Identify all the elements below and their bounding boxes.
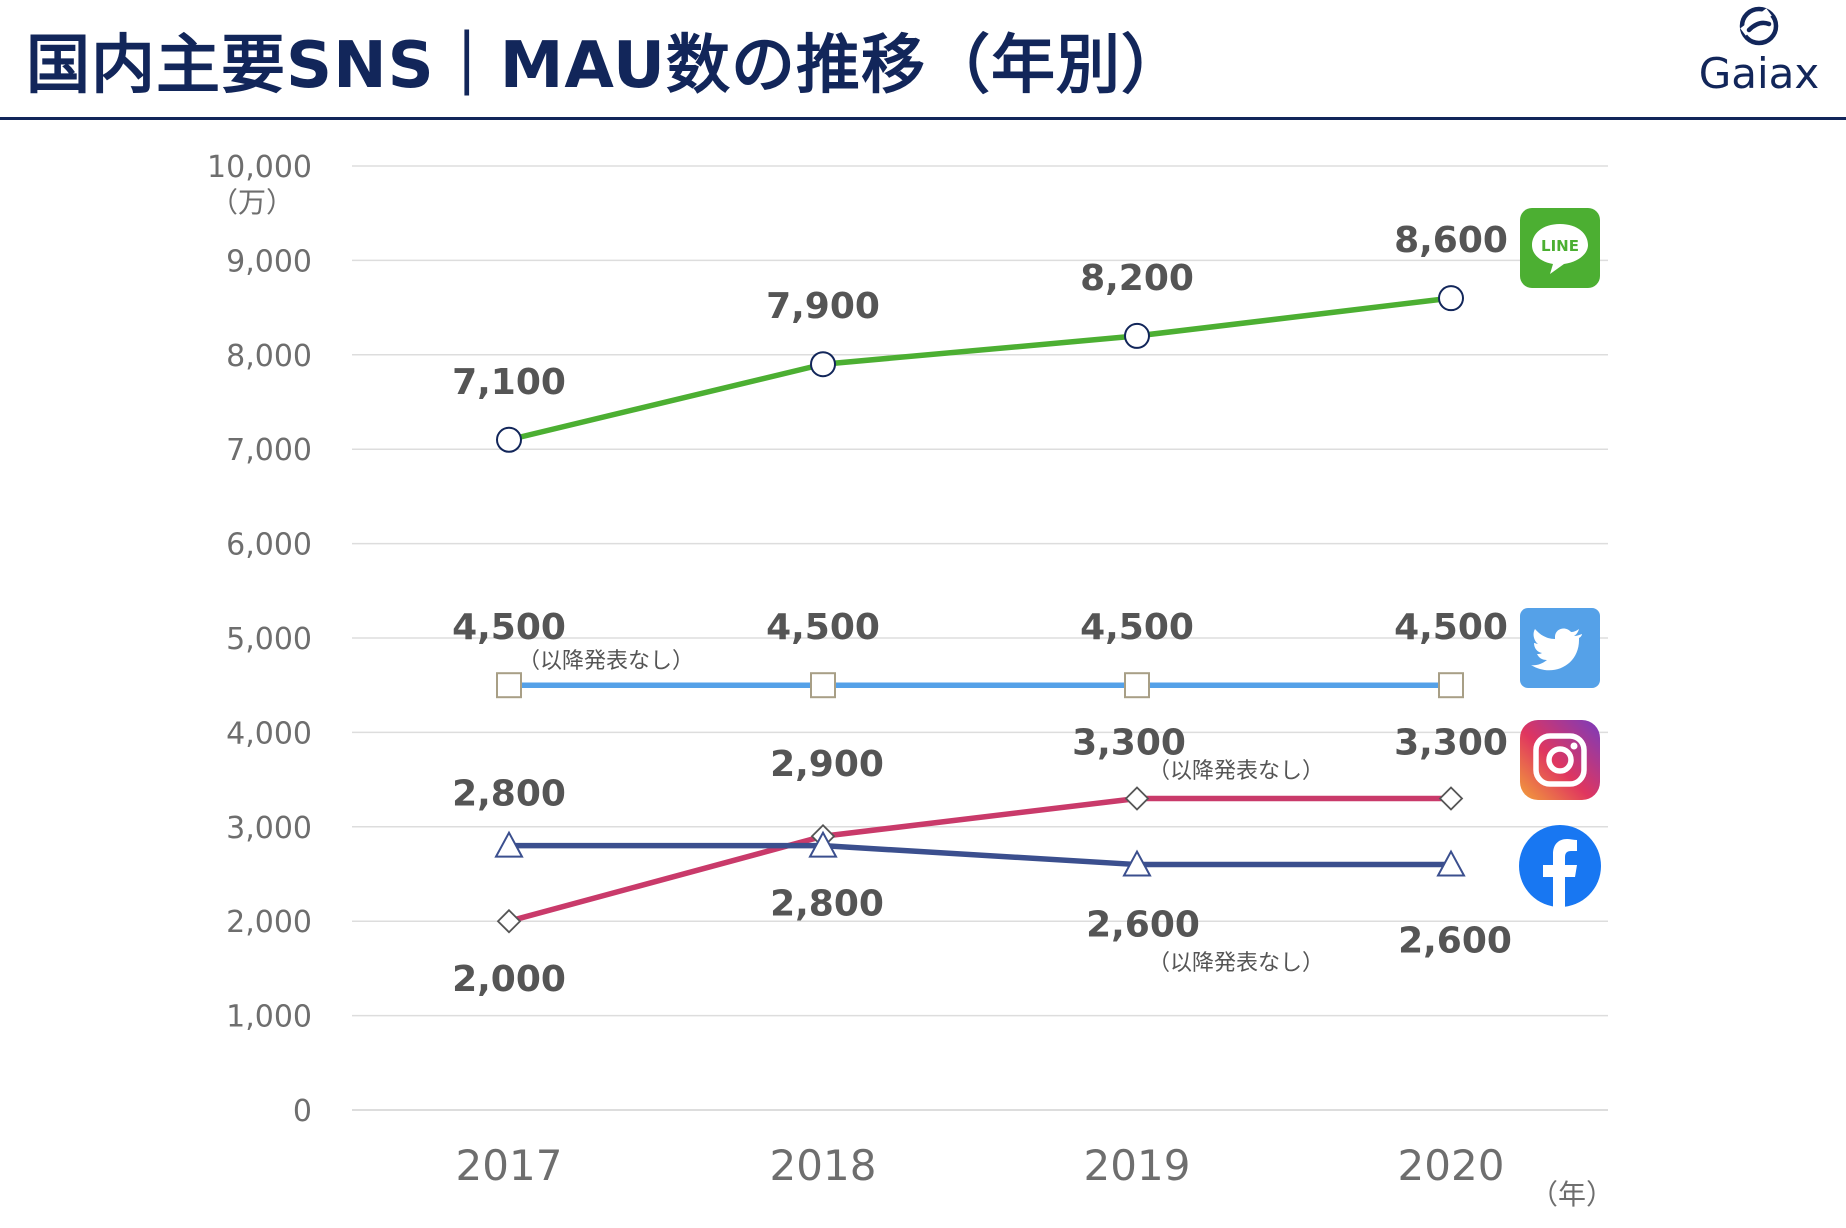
data-label: 7,900 xyxy=(766,286,880,327)
data-point-marker xyxy=(1124,672,1150,699)
x-tick-label: 2019 xyxy=(1084,1141,1191,1190)
data-label: 2,600 xyxy=(1398,921,1512,962)
data-label: 3,300 xyxy=(1394,722,1508,763)
page-header: 国内主要SNS｜MAU数の推移（年別） Gaiax xyxy=(0,0,1846,120)
brand-logo: Gaiax xyxy=(1694,2,1824,102)
data-label: 8,200 xyxy=(1080,258,1194,299)
data-label: 4,500 xyxy=(1394,607,1508,648)
y-tick-label: 1,000 xyxy=(226,1000,312,1035)
data-point-marker xyxy=(496,908,522,934)
series-3 xyxy=(494,830,1466,877)
data-point-marker xyxy=(496,672,522,699)
data-point-marker xyxy=(1436,849,1466,877)
twitter-bird-icon xyxy=(1520,608,1600,688)
data-label: 4,500 xyxy=(1080,607,1194,648)
y-tick-label: 9,000 xyxy=(226,244,312,279)
series-line xyxy=(508,795,1451,924)
y-tick-label: 5,000 xyxy=(226,622,312,657)
data-point-marker xyxy=(1438,672,1464,699)
data-point-marker xyxy=(1122,849,1152,877)
line-app-icon: LINE xyxy=(1520,208,1600,288)
data-label: 8,600 xyxy=(1394,220,1508,261)
y-tick-label: 3,000 xyxy=(226,811,312,846)
data-point-marker xyxy=(1124,322,1150,349)
data-point-marker xyxy=(1124,786,1150,811)
data-point-marker xyxy=(1438,285,1464,312)
x-tick-label: 2020 xyxy=(1398,1141,1505,1190)
brand-name: Gaiax xyxy=(1698,49,1820,98)
data-label: 4,500 xyxy=(452,607,566,648)
y-axis-unit: （万） xyxy=(210,186,294,219)
series-line xyxy=(509,842,1451,868)
data-label: 7,100 xyxy=(452,362,566,403)
series-2 xyxy=(496,786,1464,934)
annotation-twitter: （以降発表なし） xyxy=(518,649,694,674)
data-label: 2,600 xyxy=(1086,905,1200,946)
data-point-marker xyxy=(810,672,836,699)
svg-text:LINE: LINE xyxy=(1541,237,1579,255)
y-tick-label: 6,000 xyxy=(226,528,312,563)
y-tick-label: 10,000 xyxy=(207,150,312,185)
y-tick-label: 8,000 xyxy=(226,339,312,374)
series-line xyxy=(508,295,1452,443)
y-tick-label: 4,000 xyxy=(226,716,312,751)
instagram-camera-icon xyxy=(1520,720,1600,800)
page-title: 国内主要SNS｜MAU数の推移（年別） xyxy=(26,29,1186,103)
data-label: 2,000 xyxy=(452,959,566,1000)
data-point-marker xyxy=(494,830,524,858)
data-label: 2,800 xyxy=(452,774,566,815)
series-0 xyxy=(496,285,1464,453)
y-tick-label: 0 xyxy=(293,1094,312,1129)
data-point-marker xyxy=(808,830,838,858)
data-point-marker xyxy=(1438,786,1464,811)
series-1 xyxy=(496,672,1464,699)
data-label: 4,500 xyxy=(766,607,880,648)
x-tick-label: 2017 xyxy=(456,1141,563,1190)
data-label: 2,800 xyxy=(770,884,884,925)
x-tick-label: 2018 xyxy=(770,1141,877,1190)
gaiax-logo-icon xyxy=(1739,6,1779,46)
data-label: 2,900 xyxy=(770,744,884,785)
facebook-f-icon xyxy=(1519,825,1601,907)
y-tick-label: 7,000 xyxy=(226,433,312,468)
data-point-marker xyxy=(496,426,522,453)
x-axis-unit: （年） xyxy=(1530,1178,1614,1211)
annotation-facebook: （以降発表なし） xyxy=(1148,951,1324,976)
data-label: 3,300 xyxy=(1072,722,1186,763)
data-point-marker xyxy=(810,351,836,378)
y-tick-label: 2,000 xyxy=(226,905,312,940)
annotation-instagram: （以降発表なし） xyxy=(1148,759,1324,784)
